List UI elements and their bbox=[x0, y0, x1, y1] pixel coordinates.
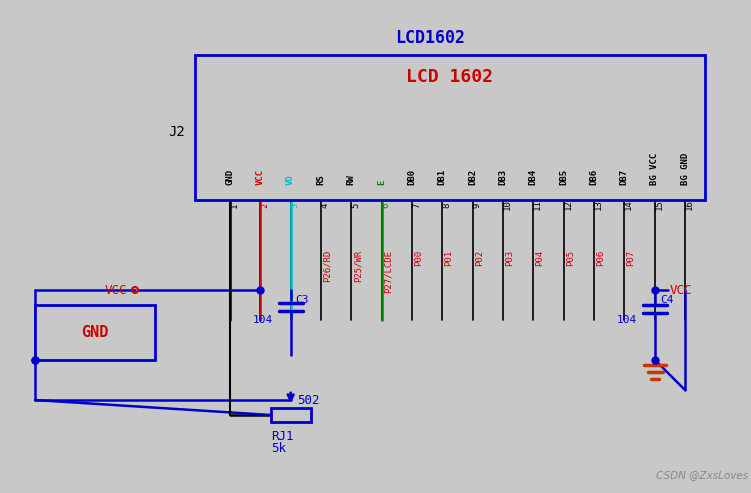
Text: P25/WR: P25/WR bbox=[353, 250, 362, 282]
Text: 16: 16 bbox=[685, 200, 694, 211]
Bar bbox=[195, 55, 705, 200]
Text: DB1: DB1 bbox=[438, 169, 447, 185]
Text: 3: 3 bbox=[291, 202, 300, 208]
Text: P05: P05 bbox=[566, 250, 575, 266]
Text: DB2: DB2 bbox=[468, 169, 477, 185]
Text: CSDN @ZxsLoves: CSDN @ZxsLoves bbox=[656, 470, 748, 480]
Text: 8: 8 bbox=[442, 202, 451, 208]
Text: 11: 11 bbox=[533, 200, 542, 211]
Text: P06: P06 bbox=[596, 250, 605, 266]
Text: GND: GND bbox=[81, 325, 109, 340]
Text: 10: 10 bbox=[503, 200, 512, 211]
Text: DB4: DB4 bbox=[529, 169, 538, 185]
Text: 14: 14 bbox=[624, 200, 633, 211]
Text: GND: GND bbox=[225, 169, 234, 185]
Text: 502: 502 bbox=[297, 393, 319, 407]
Text: VCC: VCC bbox=[670, 283, 692, 296]
Text: 12: 12 bbox=[564, 200, 573, 211]
Text: DB5: DB5 bbox=[559, 169, 569, 185]
Text: DB7: DB7 bbox=[620, 169, 629, 185]
Text: P26/RD: P26/RD bbox=[323, 250, 332, 282]
Text: P07: P07 bbox=[626, 250, 635, 266]
Text: P01: P01 bbox=[445, 250, 454, 266]
Text: DB6: DB6 bbox=[590, 169, 599, 185]
Text: 5k: 5k bbox=[270, 442, 285, 455]
Text: 15: 15 bbox=[655, 200, 664, 211]
Text: C4: C4 bbox=[660, 295, 674, 305]
Text: P27/LCDE: P27/LCDE bbox=[384, 250, 393, 293]
Text: DB0: DB0 bbox=[408, 169, 417, 185]
Text: P04: P04 bbox=[535, 250, 544, 266]
Text: P00: P00 bbox=[414, 250, 423, 266]
Text: 9: 9 bbox=[472, 202, 481, 208]
Text: P03: P03 bbox=[505, 250, 514, 266]
Text: VO: VO bbox=[286, 174, 295, 185]
Text: 2: 2 bbox=[261, 202, 270, 208]
Text: 7: 7 bbox=[412, 202, 421, 208]
Bar bbox=[35, 305, 155, 360]
Text: 104: 104 bbox=[617, 315, 637, 325]
Text: DB3: DB3 bbox=[499, 169, 508, 185]
Text: 13: 13 bbox=[594, 200, 603, 211]
Text: RJ1: RJ1 bbox=[270, 430, 293, 443]
Text: E: E bbox=[377, 179, 386, 185]
Text: LCD1602: LCD1602 bbox=[395, 29, 465, 47]
Text: VCC: VCC bbox=[104, 283, 127, 296]
Bar bbox=[270, 408, 311, 422]
Text: 5: 5 bbox=[351, 202, 360, 208]
Text: 4: 4 bbox=[321, 202, 330, 208]
Text: C3: C3 bbox=[296, 295, 309, 305]
Text: LCD 1602: LCD 1602 bbox=[406, 68, 493, 86]
Text: RS: RS bbox=[316, 174, 325, 185]
Text: 104: 104 bbox=[252, 315, 273, 325]
Text: VCC: VCC bbox=[256, 169, 265, 185]
Text: BG GND: BG GND bbox=[680, 153, 689, 185]
Text: J2: J2 bbox=[169, 126, 185, 140]
Text: P02: P02 bbox=[475, 250, 484, 266]
Text: RW: RW bbox=[347, 174, 356, 185]
Text: 6: 6 bbox=[382, 202, 391, 208]
Text: 1: 1 bbox=[230, 202, 239, 208]
Text: BG VCC: BG VCC bbox=[650, 153, 659, 185]
